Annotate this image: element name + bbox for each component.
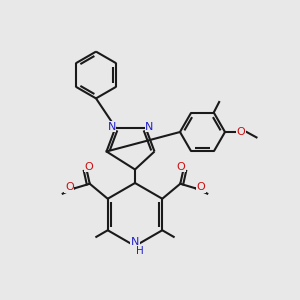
Text: O: O [196,182,205,192]
Text: O: O [236,127,245,137]
Text: N: N [131,237,139,248]
Text: N: N [107,122,116,132]
Text: H: H [136,246,143,256]
Text: O: O [85,162,94,172]
Text: O: O [65,182,74,192]
Text: O: O [176,162,185,172]
Text: N: N [145,122,154,132]
